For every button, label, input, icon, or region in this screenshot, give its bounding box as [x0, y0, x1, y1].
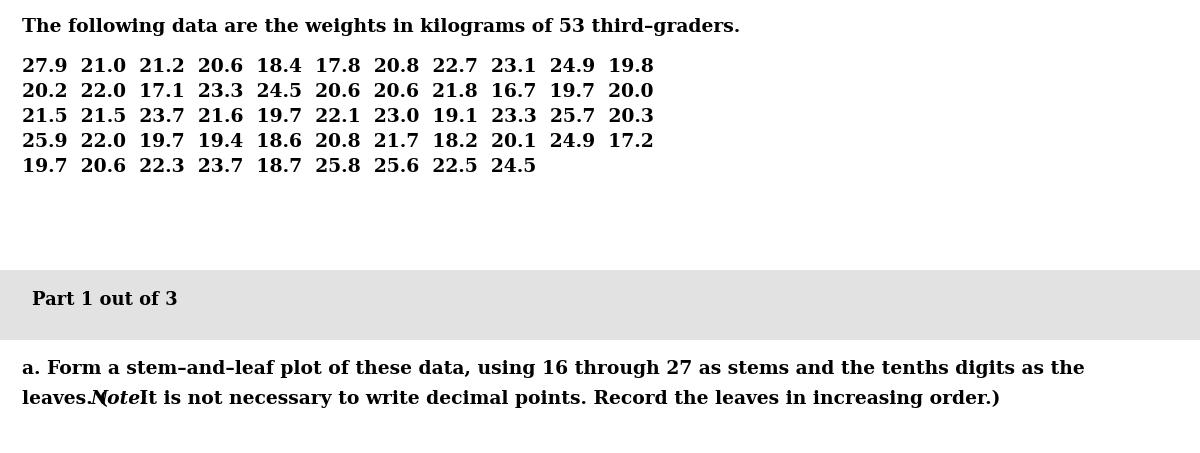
Text: 19.7  20.6  22.3  23.7  18.7  25.8  25.6  22.5  24.5: 19.7 20.6 22.3 23.7 18.7 25.8 25.6 22.5 … [22, 158, 536, 176]
Text: 21.5  21.5  23.7  21.6  19.7  22.1  23.0  19.1  23.3  25.7  20.3: 21.5 21.5 23.7 21.6 19.7 22.1 23.0 19.1 … [22, 108, 654, 126]
Text: The following data are the weights in kilograms of 53 third–graders.: The following data are the weights in ki… [22, 18, 740, 36]
Text: a. Form a stem–and–leaf plot of these data, using 16 through 27 as stems and the: a. Form a stem–and–leaf plot of these da… [22, 360, 1085, 378]
Text: Note:: Note: [90, 390, 148, 408]
Text: 27.9  21.0  21.2  20.6  18.4  17.8  20.8  22.7  23.1  24.9  19.8: 27.9 21.0 21.2 20.6 18.4 17.8 20.8 22.7 … [22, 58, 654, 76]
Text: It is not necessary to write decimal points. Record the leaves in increasing ord: It is not necessary to write decimal poi… [133, 390, 1001, 408]
Text: Part 1 out of 3: Part 1 out of 3 [32, 291, 178, 309]
Text: leaves. (: leaves. ( [22, 390, 108, 408]
Text: 25.9  22.0  19.7  19.4  18.6  20.8  21.7  18.2  20.1  24.9  17.2: 25.9 22.0 19.7 19.4 18.6 20.8 21.7 18.2 … [22, 133, 654, 151]
Text: 20.2  22.0  17.1  23.3  24.5  20.6  20.6  21.8  16.7  19.7  20.0: 20.2 22.0 17.1 23.3 24.5 20.6 20.6 21.8 … [22, 83, 654, 101]
